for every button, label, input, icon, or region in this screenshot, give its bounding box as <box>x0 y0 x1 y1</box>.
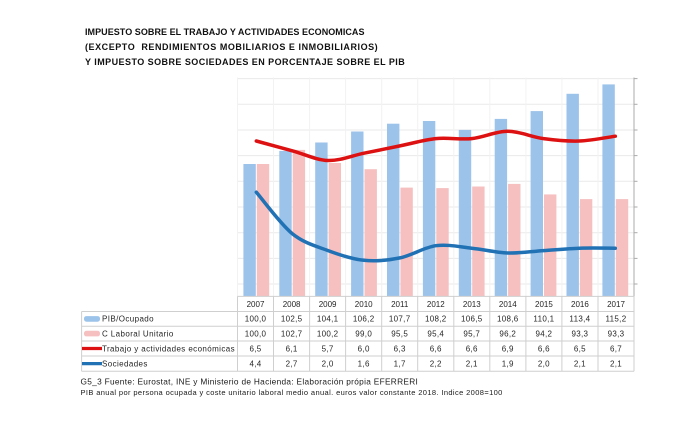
svg-text:93,3: 93,3 <box>608 329 625 338</box>
svg-text:PIB anual por persona ocupada: PIB anual por persona ocupada y coste un… <box>81 388 503 397</box>
svg-text:6,1: 6,1 <box>286 344 298 353</box>
svg-text:2015: 2015 <box>535 300 553 309</box>
svg-text:2009: 2009 <box>319 300 337 309</box>
svg-text:6,6: 6,6 <box>538 344 550 353</box>
svg-text:2016: 2016 <box>571 300 589 309</box>
svg-text:94,2: 94,2 <box>536 329 553 338</box>
svg-text:2014: 2014 <box>499 300 517 309</box>
svg-text:2,1: 2,1 <box>466 359 478 368</box>
svg-text:5,7: 5,7 <box>322 344 334 353</box>
svg-text:95,5: 95,5 <box>391 329 408 338</box>
svg-text:6,5: 6,5 <box>249 344 261 353</box>
svg-text:4,4: 4,4 <box>249 359 261 368</box>
svg-text:106,2: 106,2 <box>353 315 375 324</box>
svg-text:2,1: 2,1 <box>574 359 586 368</box>
svg-text:G5_3 Fuente: Eurostat, INE y: G5_3 Fuente: Eurostat, INE y Ministerio … <box>81 376 419 386</box>
svg-text:108,2: 108,2 <box>425 315 447 324</box>
svg-text:96,2: 96,2 <box>499 329 516 338</box>
svg-text:6,3: 6,3 <box>394 344 406 353</box>
svg-text:C Laboral Unitario: C Laboral Unitario <box>102 329 174 338</box>
svg-text:107,7: 107,7 <box>389 315 411 324</box>
svg-text:100,2: 100,2 <box>317 329 339 338</box>
svg-text:99,0: 99,0 <box>355 329 372 338</box>
svg-text:6,0: 6,0 <box>358 344 370 353</box>
svg-text:PIB/Ocupado: PIB/Ocupado <box>102 315 154 324</box>
svg-text:2017: 2017 <box>607 300 625 309</box>
svg-text:Trabajo y actividades económic: Trabajo y actividades económicas <box>102 344 235 353</box>
svg-text:2012: 2012 <box>427 300 445 309</box>
svg-text:100,0: 100,0 <box>245 315 267 324</box>
svg-text:2,7: 2,7 <box>286 359 298 368</box>
svg-text:2,2: 2,2 <box>430 359 442 368</box>
svg-text:2008: 2008 <box>283 300 301 309</box>
svg-text:1,6: 1,6 <box>358 359 370 368</box>
svg-text:95,7: 95,7 <box>463 329 480 338</box>
svg-text:2,0: 2,0 <box>322 359 334 368</box>
svg-text:2,0: 2,0 <box>538 359 550 368</box>
svg-text:6,5: 6,5 <box>574 344 586 353</box>
svg-text:6,7: 6,7 <box>610 344 622 353</box>
svg-text:2,1: 2,1 <box>610 359 622 368</box>
svg-text:2007: 2007 <box>247 300 265 309</box>
svg-text:108,6: 108,6 <box>497 315 519 324</box>
svg-text:104,1: 104,1 <box>317 315 339 324</box>
svg-text:1,7: 1,7 <box>394 359 406 368</box>
svg-text:6,9: 6,9 <box>502 344 514 353</box>
svg-text:93,3: 93,3 <box>572 329 589 338</box>
svg-text:102,5: 102,5 <box>281 315 303 324</box>
svg-text:2013: 2013 <box>463 300 481 309</box>
svg-text:6,6: 6,6 <box>466 344 478 353</box>
svg-text:Sociedades: Sociedades <box>102 359 148 368</box>
svg-text:2010: 2010 <box>355 300 373 309</box>
svg-text:95,4: 95,4 <box>427 329 444 338</box>
svg-text:110,1: 110,1 <box>533 315 554 324</box>
svg-text:115,2: 115,2 <box>606 315 627 324</box>
svg-text:6,6: 6,6 <box>430 344 442 353</box>
svg-text:100,0: 100,0 <box>245 329 267 338</box>
svg-text:1,9: 1,9 <box>502 359 514 368</box>
svg-text:113,4: 113,4 <box>569 315 590 324</box>
svg-text:102,7: 102,7 <box>281 329 303 338</box>
svg-text:106,5: 106,5 <box>461 315 483 324</box>
svg-text:2011: 2011 <box>391 300 409 309</box>
